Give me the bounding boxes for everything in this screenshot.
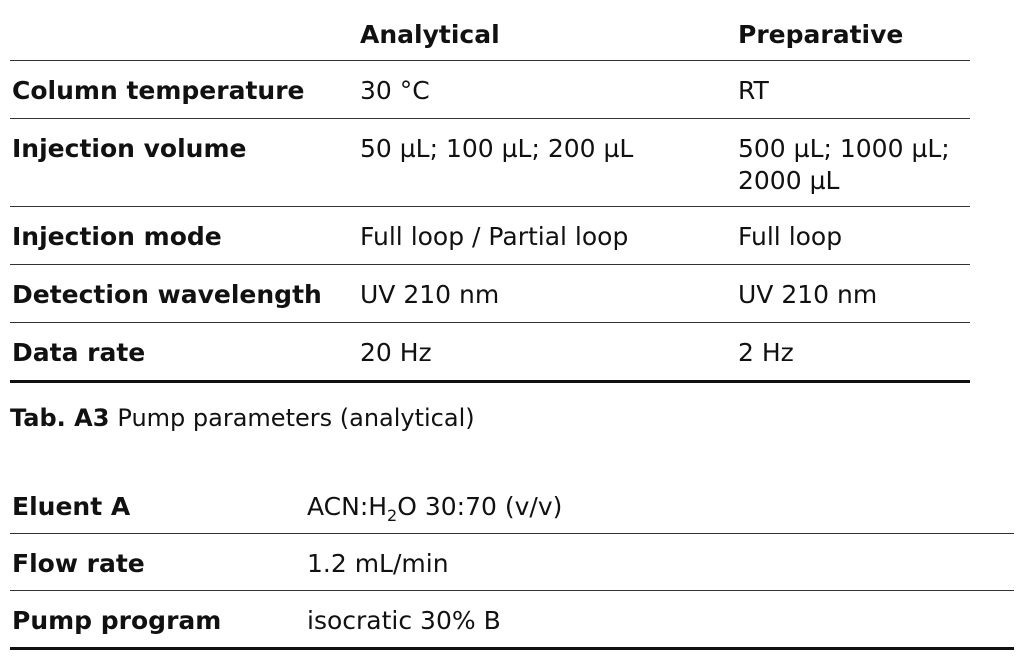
pump-parameters-table: Eluent A ACN:H2O 30:70 (v/v) Flow rate 1… xyxy=(10,477,1014,650)
analytical-value: Full loop / Partial loop xyxy=(360,222,629,251)
table-row: Eluent A ACN:H2O 30:70 (v/v) xyxy=(10,477,1014,534)
row-label: Pump program xyxy=(12,606,222,635)
preparative-value: 500 µL; 1000 µL; 2000 µL xyxy=(738,133,978,197)
row-label: Eluent A xyxy=(12,492,131,521)
row-value: isocratic 30% B xyxy=(307,606,501,635)
table-row: Injection volume 50 µL; 100 µL; 200 µL 5… xyxy=(10,119,970,207)
table-header-row: Analytical Preparative xyxy=(10,0,970,61)
table-row: Pump program isocratic 30% B xyxy=(10,591,1014,650)
row-label: Injection volume xyxy=(12,134,247,163)
row-label: Data rate xyxy=(12,338,146,367)
preparative-value-line2: 2000 µL xyxy=(738,166,840,195)
table-caption: Tab. A3 Pump parameters (analytical) xyxy=(10,404,475,432)
analytical-value: 50 µL; 100 µL; 200 µL xyxy=(360,134,634,163)
table-row: Detection wavelength UV 210 nm UV 210 nm xyxy=(10,265,970,323)
caption-label: Tab. A3 xyxy=(10,404,110,432)
row-value: ACN:H2O 30:70 (v/v) xyxy=(307,491,562,526)
table-row: Column temperature 30 °C RT xyxy=(10,61,970,119)
header-preparative: Preparative xyxy=(738,20,904,49)
row-label: Flow rate xyxy=(12,549,145,578)
detection-parameters-table: Analytical Preparative Column temperatur… xyxy=(10,0,970,383)
preparative-value: Full loop xyxy=(738,222,843,251)
preparative-value-line1: 500 µL; 1000 µL; xyxy=(738,134,950,163)
preparative-value: 2 Hz xyxy=(738,338,794,367)
table-row: Injection mode Full loop / Partial loop … xyxy=(10,207,970,265)
row-label: Injection mode xyxy=(12,222,222,251)
row-value: 1.2 mL/min xyxy=(307,549,449,578)
header-analytical: Analytical xyxy=(360,20,500,49)
table-row: Data rate 20 Hz 2 Hz xyxy=(10,323,970,383)
preparative-value: RT xyxy=(738,76,769,105)
caption-text: Pump parameters (analytical) xyxy=(117,404,475,432)
table-row: Flow rate 1.2 mL/min xyxy=(10,534,1014,591)
row-label: Column temperature xyxy=(12,76,305,105)
preparative-value: UV 210 nm xyxy=(738,280,878,309)
value-part: O 30:70 (v/v) xyxy=(397,492,563,521)
analytical-value: 30 °C xyxy=(360,76,430,105)
value-part: ACN:H xyxy=(307,492,388,521)
analytical-value: UV 210 nm xyxy=(360,280,500,309)
value-subscript: 2 xyxy=(387,506,398,525)
row-label: Detection wavelength xyxy=(12,280,322,309)
analytical-value: 20 Hz xyxy=(360,338,432,367)
